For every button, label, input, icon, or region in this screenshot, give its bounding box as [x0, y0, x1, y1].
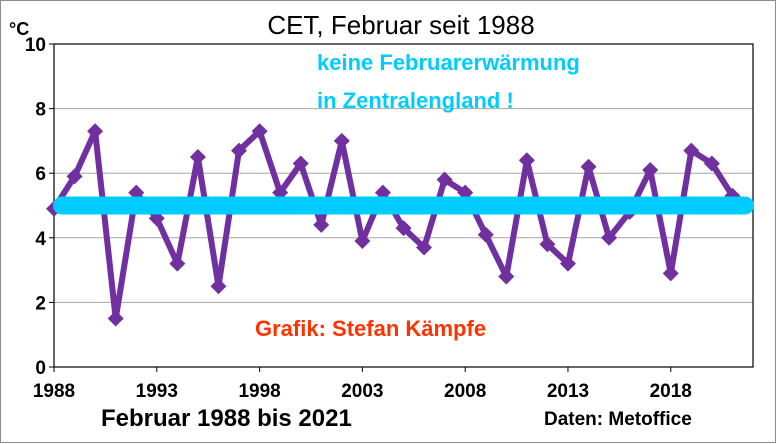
- y-axis-ticks: 0 2 4 6 8 10: [25, 35, 54, 379]
- annotation-line-1: keine Februarerwärmung: [317, 50, 580, 75]
- x-tick-label: 2008: [444, 381, 486, 402]
- x-tick-label: 2003: [341, 381, 383, 402]
- y-tick-label: 6: [35, 164, 46, 185]
- data-point: [107, 310, 124, 327]
- x-axis-ticks: 1988 1993 1998 2003 2008 2013 2018: [33, 367, 692, 402]
- data-point: [559, 255, 576, 272]
- data-point: [87, 123, 104, 140]
- annotation-line-2: in Zentralengland !: [317, 88, 514, 113]
- data-point: [66, 168, 83, 185]
- data-point: [210, 278, 227, 295]
- data-point: [498, 268, 515, 285]
- gridlines: [54, 108, 753, 303]
- data-point: [354, 233, 371, 250]
- data-point: [169, 255, 186, 272]
- y-tick-label: 10: [25, 35, 46, 56]
- data-point: [601, 229, 618, 246]
- x-tick-label: 2013: [547, 381, 589, 402]
- source-label: Daten: Metoffice: [544, 409, 692, 430]
- y-tick-label: 4: [35, 229, 46, 250]
- data-point: [477, 226, 494, 243]
- data-point: [333, 132, 350, 149]
- data-point: [395, 220, 412, 237]
- y-tick-label: 0: [35, 358, 46, 379]
- credit-label: Grafik: Stefan Kämpfe: [255, 316, 486, 341]
- data-point: [251, 123, 268, 140]
- data-point: [580, 158, 597, 175]
- data-point: [518, 152, 535, 169]
- y-tick-label: 2: [35, 293, 46, 314]
- x-tick-label: 1988: [33, 381, 75, 402]
- data-point: [436, 171, 453, 188]
- data-point: [642, 161, 659, 178]
- data-point: [292, 155, 309, 172]
- data-point: [416, 239, 433, 256]
- data-point: [662, 265, 679, 282]
- y-unit-label: °C: [9, 19, 29, 39]
- data-point: [189, 149, 206, 166]
- data-point: [539, 236, 556, 253]
- x-tick-label: 1993: [136, 381, 178, 402]
- data-point: [231, 142, 248, 159]
- data-point: [313, 216, 330, 233]
- series-line-layer: [46, 123, 741, 327]
- x-tick-label: 2018: [650, 381, 692, 402]
- x-tick-label: 1998: [238, 381, 280, 402]
- chart-title: CET, Februar seit 1988: [267, 10, 534, 40]
- data-point: [683, 142, 700, 159]
- data-point: [703, 155, 720, 172]
- x-axis-label: Februar 1988 bis 2021: [101, 405, 352, 432]
- y-tick-label: 8: [35, 100, 46, 121]
